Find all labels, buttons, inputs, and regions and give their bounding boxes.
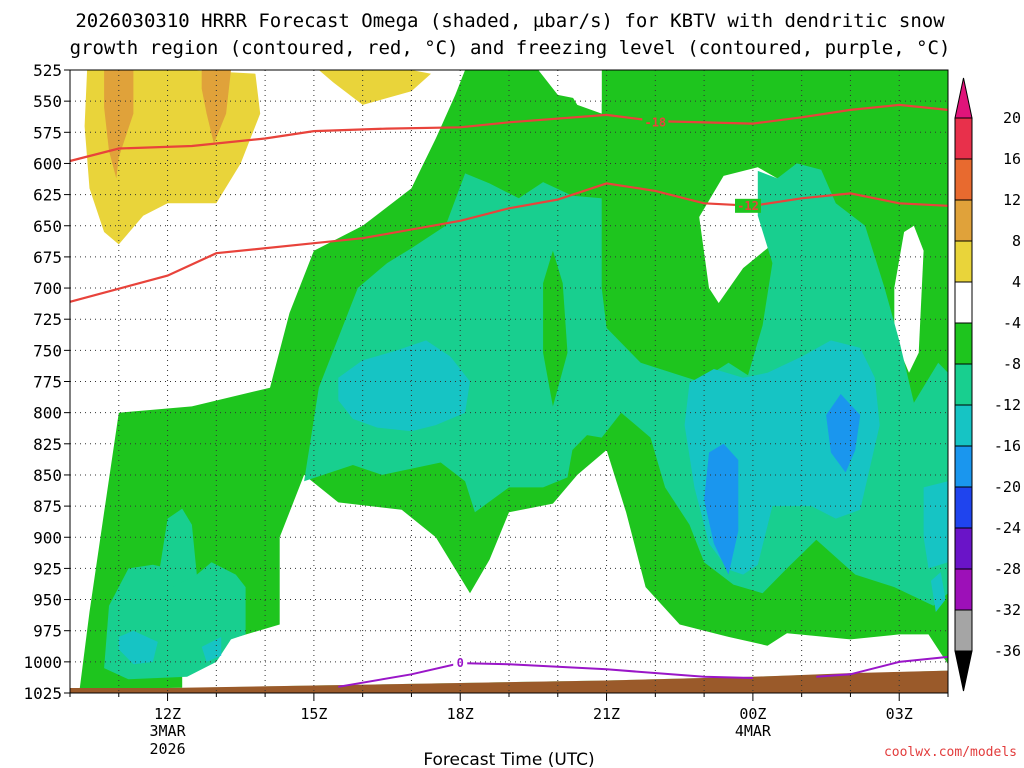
dgz-upper-label: -18 (644, 115, 666, 129)
colorbar-label-5: -4 (1003, 314, 1021, 332)
y-tick-label-850: 850 (33, 466, 62, 485)
credit-text: coolwx.com/models (884, 745, 1017, 760)
colorbar-box-0 (954, 117, 973, 160)
title-line-2: growth region (contoured, red, °C) and f… (70, 37, 951, 59)
title-line-1: 2026030310 HRRR Forecast Omega (shaded, … (75, 10, 945, 32)
colorbar-label-7: -12 (994, 396, 1021, 414)
x-tick-label-03Z: 03Z (886, 705, 913, 723)
y-tick-label-700: 700 (33, 279, 62, 298)
colorbar-label-8: -16 (994, 437, 1021, 455)
y-axis: 525 550 575 600 625 650 675 700 725 750 775 800 825 8… (23, 61, 70, 703)
omega-region-18 (923, 481, 948, 569)
colorbar-box-2 (954, 199, 973, 242)
chart-title: 2026030310 HRRR Forecast Omega (shaded, … (70, 10, 951, 59)
x-axis-label: Forecast Time (UTC) (423, 750, 594, 768)
y-tick-label-600: 600 (33, 154, 62, 173)
y-tick-label-650: 650 (33, 217, 62, 236)
omega-region-2 (201, 70, 231, 144)
y-tick-label-550: 550 (33, 92, 62, 111)
y-tick-label-950: 950 (33, 591, 62, 610)
y-tick-label-675: 675 (33, 248, 62, 267)
y-tick-label-625: 625 (33, 186, 62, 205)
y-tick-label-875: 875 (33, 497, 62, 516)
dgz-lower-contour (69, 182, 949, 303)
ground-fill (70, 670, 948, 693)
colorbar-label-4: 4 (1012, 273, 1021, 291)
colorbar-label-6: -8 (1003, 355, 1021, 373)
colorbar-box-9 (954, 486, 973, 529)
dgz-lower-label-bg (735, 198, 762, 213)
colorbar-box-7 (954, 404, 973, 447)
colorbar-label-11: -28 (994, 560, 1021, 578)
colorbar-label-12: -32 (994, 601, 1021, 619)
omega-region-16 (338, 340, 470, 432)
x-year-label-12Z: 2026 (149, 740, 185, 758)
colorbar-label-0: 20 (1003, 109, 1021, 127)
colorbar-box-5 (954, 322, 973, 365)
colorbar-label-9: -20 (994, 478, 1021, 496)
omega-region-6 (567, 70, 602, 114)
x-tick-label-15Z: 15Z (300, 705, 327, 723)
y-tick-label-800: 800 (33, 404, 62, 423)
omega-region-11 (543, 250, 568, 407)
colorbar-box-8 (954, 445, 973, 488)
colorbar-bottom-arrow (954, 650, 973, 692)
omega-region-3 (318, 70, 431, 105)
x-tick-label-21Z: 21Z (593, 705, 620, 723)
freezing-contour (338, 662, 753, 688)
x-tick-label-00Z: 00Z (739, 705, 766, 723)
x-date-label-00Z: 4MAR (735, 722, 772, 740)
y-tick-label-1000: 1000 (23, 653, 62, 672)
colorbar-top-arrow (954, 77, 973, 119)
y-tick-label-1025: 1025 (23, 684, 62, 703)
freezing-contour-2 (816, 655, 949, 678)
omega-region-13 (157, 508, 197, 588)
y-tick-label-750: 750 (33, 341, 62, 360)
colorbar-box-10 (954, 527, 973, 570)
x-tick-label-12Z: 12Z (154, 705, 181, 723)
y-tick-label-925: 925 (33, 559, 62, 578)
freezing-label-bg (453, 656, 468, 671)
colorbar-box-6 (954, 363, 973, 406)
colorbar-label-10: -24 (994, 519, 1021, 537)
omega-region-14 (118, 630, 158, 665)
colorbar-box-1 (954, 158, 973, 201)
omega-region-19 (930, 572, 946, 612)
dgz-upper-label-bg (642, 115, 669, 130)
y-tick-label-975: 975 (33, 622, 62, 641)
contour-lines: -18 -12 0 (69, 103, 949, 688)
x-date-label-12Z: 3MAR (149, 722, 186, 740)
colorbar-box-3 (954, 240, 973, 283)
colorbar: 20 16 12 8 4 -4 -8 -12 -16 -20 -24 -28 -32 -36 (954, 77, 1021, 692)
x-tick-label-18Z: 18Z (447, 705, 474, 723)
dgz-lower-label: -12 (737, 199, 759, 213)
omega-region-8 (894, 225, 924, 373)
colorbar-label-13: -36 (994, 642, 1021, 660)
colorbar-box-11 (954, 568, 973, 611)
y-tick-label-900: 900 (33, 528, 62, 547)
omega-region-9 (182, 450, 948, 688)
y-tick-label-725: 725 (33, 310, 62, 329)
omega-region-20 (704, 443, 739, 575)
colorbar-label-2: 12 (1003, 191, 1021, 209)
y-tick-label-825: 825 (33, 435, 62, 454)
freezing-label: 0 (457, 656, 464, 670)
colorbar-label-3: 8 (1012, 232, 1021, 250)
colorbar-box-4 (954, 281, 973, 324)
colorbar-label-1: 16 (1003, 150, 1021, 168)
shaded-regions (70, 70, 949, 693)
colorbar-box-12 (954, 609, 973, 652)
y-tick-label-575: 575 (33, 123, 62, 142)
omega-region-21 (826, 394, 861, 473)
y-tick-label-775: 775 (33, 373, 62, 392)
dgz-upper-contour (69, 103, 949, 163)
y-tick-label-525: 525 (33, 61, 62, 80)
